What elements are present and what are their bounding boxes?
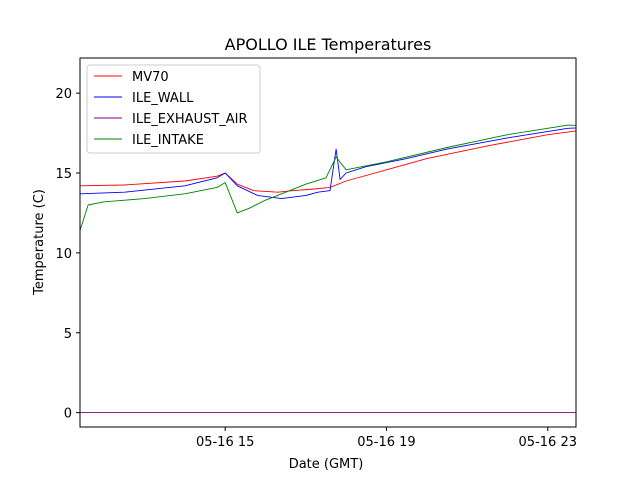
legend-label: ILE_EXHAUST_AIR — [132, 112, 248, 127]
series-layer — [80, 124, 576, 414]
chart-title: APOLLO ILE Temperatures — [225, 35, 432, 54]
x-axis-title: Date (GMT) — [289, 457, 364, 472]
x-tick-label: 05-16 19 — [357, 435, 415, 450]
y-tick-label: 10 — [55, 247, 72, 262]
x-tick-label: 05-16 23 — [519, 435, 577, 450]
y-axis: 0 5 10 15 20 — [55, 87, 80, 422]
y-tick-label: 5 — [64, 327, 72, 342]
x-tick-label: 05-16 15 — [196, 435, 254, 450]
y-tick-label: 15 — [55, 167, 72, 182]
legend-label: ILE_INTAKE — [132, 133, 204, 148]
series-line-ile-intake — [80, 124, 576, 231]
series-line-mv70 — [80, 130, 576, 193]
y-tick-label: 20 — [55, 87, 72, 102]
legend-box — [86, 64, 261, 154]
plot-area-frame — [79, 57, 577, 428]
legend: MV70 ILE_WALL ILE_EXHAUST_AIR ILE_INTAKE — [86, 64, 261, 154]
y-tick-label: 0 — [64, 407, 72, 422]
legend-label: ILE_WALL — [132, 91, 194, 106]
legend-label: MV70 — [132, 70, 169, 85]
series-line-ile-wall — [80, 127, 576, 200]
y-axis-title: Temperature (C) — [32, 189, 47, 296]
